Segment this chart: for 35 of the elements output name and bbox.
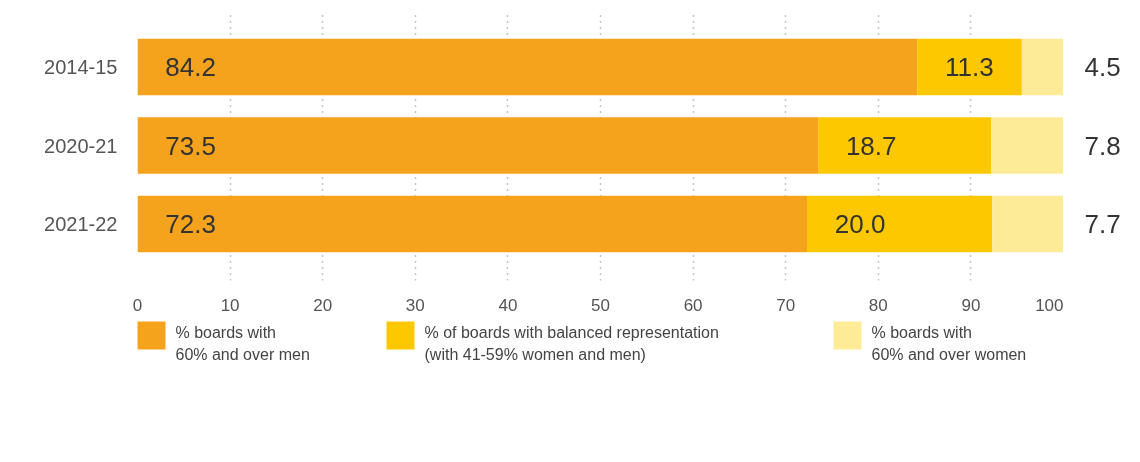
data-label: 72.3 [165,208,216,239]
bar [818,117,992,174]
data-label: 73.5 [165,130,216,161]
x-tick-label: 30 [405,295,425,315]
data-label: 7.7 [1084,208,1121,239]
bar [1021,38,1063,96]
data-label: 4.5 [1084,52,1121,83]
legend-label: % of boards with balanced representation (with 41-59% women and men) [424,323,719,364]
y-tick-label: 2021-22 [44,212,118,235]
data-label: 20.0 [834,208,886,239]
legend-label: % boards with 60% and over men [175,323,310,364]
x-tick-label: 60 [683,295,703,315]
x-tick-label: 20 [313,295,333,315]
x-tick-label: 100 [1035,295,1064,315]
x-tick-label: 80 [868,295,888,315]
y-tick-label: 2014-15 [44,56,118,79]
x-tick-label: 90 [961,295,981,315]
legend-label: % boards with 60% and over women [871,323,1027,364]
data-label: 11.3 [944,52,994,83]
data-label: 18.7 [845,130,897,161]
bar [991,117,1063,174]
x-tick-label: 70 [776,295,796,315]
x-tick-label: 0 [132,295,143,315]
bar [137,195,807,253]
x-tick-label: 50 [591,295,610,315]
data-label: 84.2 [165,52,216,83]
x-tick-label: 40 [498,295,518,315]
bar [807,195,993,253]
data-label: 7.8 [1084,130,1121,161]
bar [917,38,1022,96]
bar [137,38,918,96]
x-tick-label: 10 [220,295,240,315]
y-tick-label: 2020-21 [44,134,118,157]
bar [992,195,1063,253]
bar [137,117,819,174]
